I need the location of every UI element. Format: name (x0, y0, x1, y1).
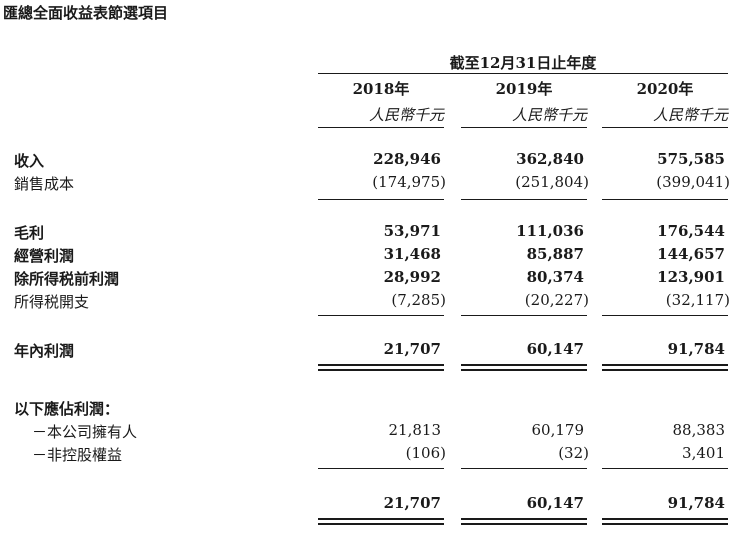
column-year-2018: 2018年 (352, 80, 410, 98)
subtotal-line-2020 (602, 199, 728, 200)
cell-profit-for-year-2020: 91,784 (667, 340, 725, 358)
cell-profit-for-year-2018: 21,707 (383, 340, 441, 358)
row-label-income-tax-expense: 所得税開支 (14, 293, 90, 311)
cell-revenue-2020: 575,585 (657, 150, 725, 168)
subtotal-line-3-2019 (461, 468, 587, 469)
subtotal-line-2-2020 (602, 315, 728, 316)
cell-cost-of-sales-2020: (399,041) (656, 173, 730, 191)
subtotal-line-2-2019 (461, 315, 587, 316)
cell-owners-of-company-2020: 88,383 (672, 421, 726, 439)
row-label-revenue: 收入 (14, 152, 45, 170)
cell-operating-profit-2020: 144,657 (657, 245, 725, 263)
column-header-underline-2019 (461, 127, 587, 128)
row-label-profit-for-year: 年內利潤 (14, 342, 75, 360)
subtotal-line-3-2020 (602, 468, 728, 469)
column-unit-2018: 人民幣千元 (368, 106, 444, 124)
subtotal-line-3-2018 (318, 468, 444, 469)
cell-non-controlling-interests-2020: 3,401 (682, 444, 725, 462)
page-title: 匯總全面收益表節選項目 (3, 4, 169, 22)
cell-cost-of-sales-2018: (174,975) (372, 173, 446, 191)
cell-total-2020: 91,784 (667, 494, 725, 512)
period-header: 截至12月31日止年度 (449, 54, 597, 72)
row-label-non-controlling-interests: －非控股權益 (32, 446, 123, 464)
subtotal-line-2019 (461, 199, 587, 200)
cell-income-tax-expense-2018: (7,285) (391, 291, 446, 309)
cell-income-tax-expense-2019: (20,227) (524, 291, 589, 309)
cell-gross-profit-2020: 176,544 (657, 222, 725, 240)
period-header-underline (318, 73, 728, 74)
cell-gross-profit-2018: 53,971 (383, 222, 441, 240)
double-line-bottom-2019 (461, 369, 587, 371)
final-double-line-top-2020 (602, 518, 728, 520)
cell-cost-of-sales-2019: (251,804) (515, 173, 589, 191)
double-line-top-2018 (318, 364, 444, 366)
cell-non-controlling-interests-2019: (32) (558, 444, 589, 462)
row-label-cost-of-sales: 銷售成本 (14, 175, 75, 193)
double-line-bottom-2020 (602, 369, 728, 371)
cell-profit-before-tax-2020: 123,901 (657, 268, 725, 286)
cell-operating-profit-2019: 85,887 (526, 245, 584, 263)
cell-revenue-2019: 362,840 (516, 150, 584, 168)
final-double-line-bottom-2020 (602, 523, 728, 525)
column-year-2020: 2020年 (636, 80, 694, 98)
cell-profit-for-year-2019: 60,147 (526, 340, 584, 358)
cell-non-controlling-interests-2018: (106) (405, 444, 446, 462)
row-label-operating-profit: 經營利潤 (14, 247, 75, 265)
column-unit-2020: 人民幣千元 (652, 106, 728, 124)
column-year-2019: 2019年 (495, 80, 553, 98)
row-label-owners-of-company: －本公司擁有人 (32, 423, 138, 441)
row-label-gross-profit: 毛利 (14, 224, 45, 242)
cell-revenue-2018: 228,946 (373, 150, 441, 168)
subtotal-line-2-2018 (318, 315, 444, 316)
final-double-line-top-2019 (461, 518, 587, 520)
cell-profit-before-tax-2019: 80,374 (526, 268, 584, 286)
cell-owners-of-company-2019: 60,179 (531, 421, 585, 439)
final-double-line-bottom-2018 (318, 523, 444, 525)
final-double-line-bottom-2019 (461, 523, 587, 525)
row-label-attributable-to: 以下應佔利潤： (14, 400, 120, 418)
row-label-profit-before-tax: 除所得税前利潤 (14, 270, 120, 288)
double-line-bottom-2018 (318, 369, 444, 371)
cell-operating-profit-2018: 31,468 (383, 245, 441, 263)
cell-total-2018: 21,707 (383, 494, 441, 512)
double-line-top-2019 (461, 364, 587, 366)
cell-income-tax-expense-2020: (32,117) (665, 291, 730, 309)
final-double-line-top-2018 (318, 518, 444, 520)
cell-gross-profit-2019: 111,036 (516, 222, 584, 240)
double-line-top-2020 (602, 364, 728, 366)
cell-profit-before-tax-2018: 28,992 (383, 268, 441, 286)
column-unit-2019: 人民幣千元 (511, 106, 587, 124)
column-header-underline-2018 (318, 127, 444, 128)
cell-total-2019: 60,147 (526, 494, 584, 512)
cell-owners-of-company-2018: 21,813 (388, 421, 442, 439)
subtotal-line-2018 (318, 199, 444, 200)
column-header-underline-2020 (602, 127, 728, 128)
